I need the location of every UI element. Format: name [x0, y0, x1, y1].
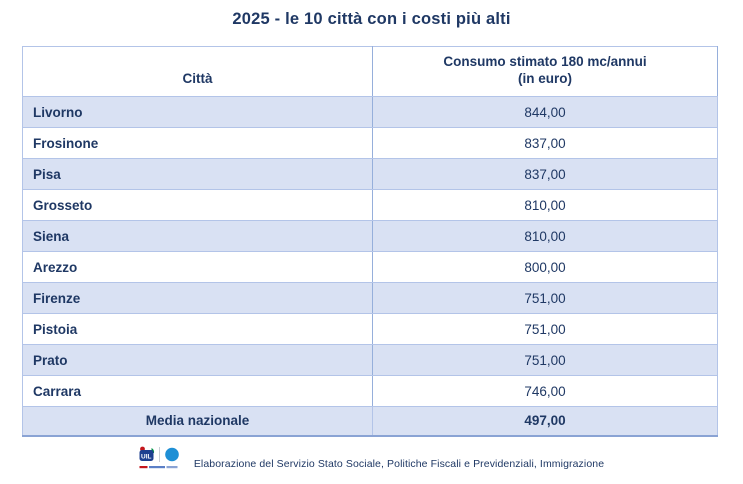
table-row: Pisa 837,00	[22, 158, 718, 190]
column-header-cost-line1: Consumo stimato 180 mc/annui	[443, 54, 647, 69]
table-row: Grosseto 810,00	[22, 189, 718, 221]
table-footer: Media nazionale 497,00	[22, 406, 718, 437]
table-row: Firenze 751,00	[22, 282, 718, 314]
logo-uil-text: UIL	[141, 454, 152, 461]
city-cell: Livorno	[22, 96, 373, 128]
value-cell: 751,00	[372, 313, 718, 345]
summary-label-cell: Media nazionale	[22, 406, 373, 437]
value-cell: 746,00	[372, 375, 718, 407]
city-cell: Firenze	[22, 282, 373, 314]
city-cell: Grosseto	[22, 189, 373, 221]
table-row: Carrara 746,00	[22, 375, 718, 407]
city-cell: Frosinone	[22, 127, 373, 159]
logo-tagline-strip-blue	[148, 466, 165, 469]
page-title: 2025 - le 10 città con i costi più alti	[232, 10, 511, 28]
table-row: Frosinone 837,00	[22, 127, 718, 159]
value-cell: 837,00	[372, 127, 718, 159]
column-header-cost: Consumo stimato 180 mc/annui (in euro)	[372, 46, 718, 97]
value-cell: 837,00	[372, 158, 718, 190]
value-cell: 844,00	[372, 96, 718, 128]
summary-row: Media nazionale 497,00	[22, 406, 718, 437]
value-cell: 810,00	[372, 220, 718, 252]
table-row: Arezzo 800,00	[22, 251, 718, 283]
logo-tagline-strip-light	[166, 466, 178, 469]
column-header-city: Città	[22, 46, 373, 97]
blue-dot-icon	[165, 447, 179, 462]
table-header: Città Consumo stimato 180 mc/annui (in e…	[22, 46, 718, 97]
value-cell: 810,00	[372, 189, 718, 221]
city-cell: Carrara	[22, 375, 373, 407]
logo-navy-block	[139, 450, 154, 461]
table-row: Livorno 844,00	[22, 96, 718, 128]
cost-table: Città Consumo stimato 180 mc/annui (in e…	[22, 46, 718, 437]
value-cell: 751,00	[372, 344, 718, 376]
city-cell: Pisa	[22, 158, 373, 190]
uil-logo-icon: UIL	[139, 446, 179, 469]
value-cell: 800,00	[372, 251, 718, 283]
city-cell: Prato	[22, 344, 373, 376]
column-header-cost-line2: (in euro)	[518, 71, 572, 86]
logo-separator	[158, 447, 160, 462]
city-cell: Siena	[22, 220, 373, 252]
table-row: Prato 751,00	[22, 344, 718, 376]
summary-value-cell: 497,00	[372, 406, 718, 437]
value-cell: 751,00	[372, 282, 718, 314]
table-row: Pistoia 751,00	[22, 313, 718, 345]
city-cell: Arezzo	[22, 251, 373, 283]
table-body: Livorno 844,00 Frosinone 837,00 Pisa 837…	[22, 96, 718, 407]
table-row: Siena 810,00	[22, 220, 718, 252]
footer: UIL Elaborazione del Servizio Stato Soci…	[0, 445, 743, 473]
footer-credit: Elaborazione del Servizio Stato Sociale,…	[193, 458, 605, 470]
logo-tagline-strip-red	[139, 466, 148, 469]
header-row: Città Consumo stimato 180 mc/annui (in e…	[22, 46, 718, 97]
city-cell: Pistoia	[22, 313, 373, 345]
